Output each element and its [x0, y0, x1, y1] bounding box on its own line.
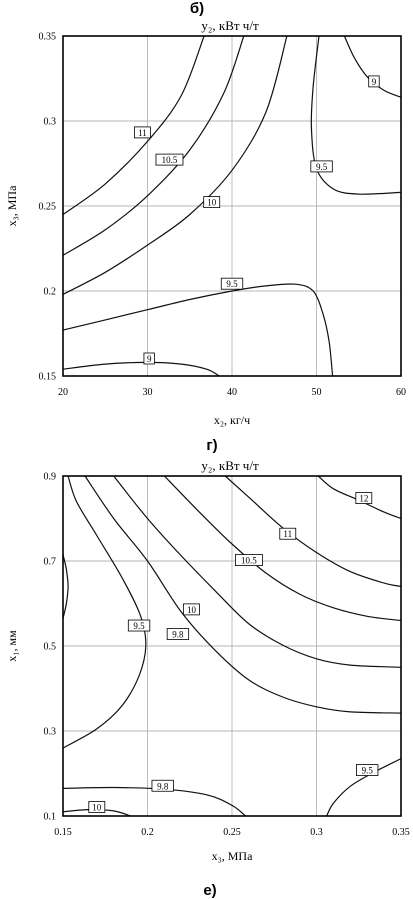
contour-line-5 — [62, 475, 147, 749]
contour-label-1: 10.5 — [162, 155, 178, 165]
x-tick-label: 60 — [396, 387, 406, 398]
x-tick-label: 0.2 — [141, 827, 154, 838]
panel-letter-bottom: е) — [203, 882, 216, 899]
contour-line-6 — [62, 554, 69, 619]
contour-line-3 — [113, 475, 402, 668]
contour-label-2: 10.5 — [241, 556, 257, 566]
contour-line-1 — [62, 35, 245, 256]
contour-line-0 — [62, 35, 205, 215]
contour-label-6: 9.8 — [157, 781, 169, 791]
y-tick-label: 0.3 — [44, 117, 57, 128]
contour-label-box — [127, 619, 151, 632]
contour-label-0: 11 — [138, 128, 147, 138]
plot-frame — [62, 475, 402, 817]
contour-label-box — [368, 75, 380, 88]
panel-letter-middle: г) — [206, 437, 217, 454]
y-tick-label: 0.35 — [39, 32, 57, 43]
contour-label-box — [356, 764, 379, 776]
contour-line-2 — [62, 35, 288, 295]
y-tick-label: 0.1 — [44, 812, 57, 823]
contour-label-5: 9.5 — [133, 621, 145, 631]
y-tick-label: 0.3 — [44, 727, 57, 738]
contour-label-box — [355, 492, 373, 504]
contour-chart-top: 20 30 40 50 60 0.15 0.2 0.25 0.3 0.35 11 10.5 10 9.5 9… — [5, 18, 406, 427]
contour-line-9 — [326, 758, 402, 817]
contour-label-6: 9 — [147, 354, 152, 364]
contour-label-5: 9.5 — [226, 279, 238, 289]
y-tick-label: 0.25 — [39, 202, 57, 213]
contour-label-box — [183, 603, 200, 616]
contour-line-2 — [163, 475, 402, 622]
contour-label-box — [234, 554, 263, 566]
chart-title: y₂, кВт ч/т — [201, 18, 259, 33]
contour-label-1: 11 — [283, 529, 292, 539]
x-tick-label: 0.35 — [392, 827, 410, 838]
contour-line-5 — [62, 283, 334, 377]
x-tick-label: 20 — [58, 387, 68, 398]
y-tick-label: 0.2 — [44, 287, 57, 298]
x-tick-label: 0.3 — [310, 827, 323, 838]
contour-label-4: 9.8 — [172, 630, 184, 640]
contour-line-6 — [62, 361, 220, 377]
contour-label-box — [143, 352, 155, 365]
contour-line-1 — [224, 475, 402, 588]
contour-label-3: 10 — [187, 605, 197, 615]
panel-letter-top: б) — [190, 0, 204, 17]
x-axis-label: x₂, кг/ч — [214, 413, 250, 427]
contour-chart-bottom: 0.15 0.2 0.25 0.3 0.35 0.1 0.3 0.5 0.7 0.9 12 11 10.… — [5, 458, 410, 863]
chart-title: y₂, кВт ч/т — [201, 458, 259, 473]
contour-label-4: 9 — [372, 77, 377, 87]
contour-label-box — [134, 126, 151, 139]
contour-label-0: 12 — [359, 494, 368, 504]
plot-frame — [62, 35, 402, 377]
y-tick-label: 0.7 — [44, 557, 57, 568]
contour-label-box — [220, 277, 244, 290]
contour-label-box — [203, 196, 221, 209]
contour-line-4 — [343, 35, 402, 98]
y-tick-label: 0.9 — [44, 472, 57, 483]
contour-label-7: 10 — [92, 803, 102, 813]
x-tick-label: 50 — [312, 387, 322, 398]
contour-label-box — [166, 628, 190, 640]
x-tick-label: 40 — [227, 387, 237, 398]
contour-label-3: 9.5 — [316, 162, 328, 172]
y-axis-label: x₃, МПа — [5, 185, 19, 227]
contour-line-4 — [84, 475, 402, 714]
contour-label-2: 10 — [207, 198, 217, 208]
x-tick-label: 30 — [143, 387, 153, 398]
contour-label-box — [279, 527, 297, 540]
contour-line-7 — [62, 786, 246, 817]
x-axis-label: x₃, МПа — [212, 849, 254, 863]
contour-label-box — [310, 160, 333, 173]
x-tick-label: 0.25 — [223, 827, 241, 838]
x-tick-label: 0.15 — [54, 827, 72, 838]
contour-label-8: 9.5 — [362, 766, 374, 776]
y-axis-label: x₁, мм — [5, 630, 19, 662]
contour-label-box — [155, 153, 184, 166]
contour-label-box — [88, 801, 106, 813]
contour-label-box — [151, 779, 174, 792]
y-tick-label: 0.15 — [39, 372, 57, 383]
y-tick-label: 0.5 — [44, 642, 57, 653]
